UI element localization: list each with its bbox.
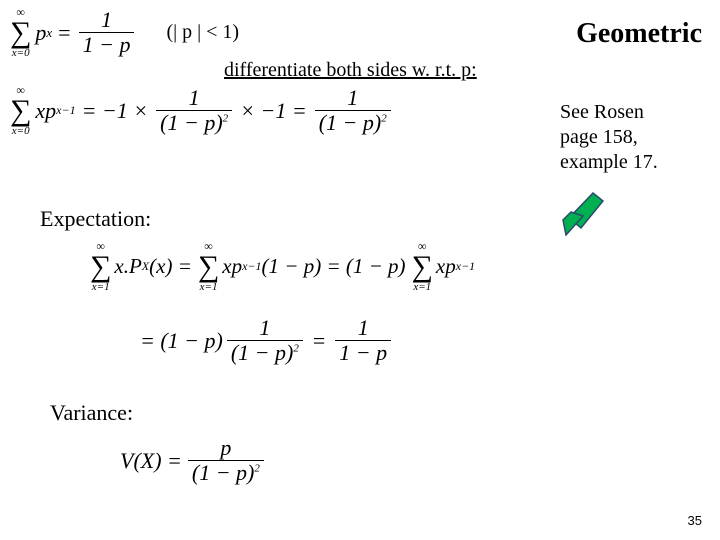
eq1-condition: (| p | < 1) — [166, 21, 239, 44]
eq3-b2: (1 − p) = (1 − p) — [262, 254, 406, 279]
eq3-a: x.P — [114, 254, 141, 279]
sum-lower: x=0 — [12, 48, 30, 59]
eq5-lhs: V(X) = — [120, 448, 182, 474]
eq5-num: p — [216, 436, 235, 460]
equation-derivative: ∞ ∑ x=0 xp x−1 = −1 × 1 (1 − p)2 × −1 = … — [10, 84, 393, 137]
equation-variance: V(X) = p (1 − p)2 — [120, 436, 266, 485]
page-title: Geometric — [576, 18, 702, 50]
eq3-c: xp — [436, 254, 456, 279]
arrow-icon — [555, 190, 605, 236]
eq4-f2d: 1 − p — [335, 340, 391, 365]
eq1-p: p — [35, 20, 46, 46]
eq1-equals: = — [58, 20, 70, 46]
note-line-2: page 158, — [560, 125, 658, 150]
note-line-1: See Rosen — [560, 100, 658, 125]
eq2-f1d-sup: 2 — [223, 113, 229, 125]
eq3-a-sub: X — [142, 259, 149, 274]
eq2-f1d: (1 − p) — [160, 110, 223, 135]
eq1-px: x — [46, 25, 52, 41]
page-number: 35 — [688, 513, 702, 528]
eq2-f1n: 1 — [185, 86, 204, 110]
equation-geometric-series: ∞ ∑ x=0 p x = 1 1 − p (| p | < 1) — [10, 6, 239, 59]
sum-lower: x=0 — [12, 126, 30, 137]
equation-expectation-2: = (1 − p) 1 (1 − p)2 = 1 1 − p — [140, 316, 393, 365]
eq4-f1n: 1 — [255, 316, 274, 340]
differentiate-hint: differentiate both sides w. r.t. p: — [224, 59, 477, 82]
eq1-num: 1 — [97, 8, 116, 32]
sum-lower: x=1 — [92, 282, 110, 293]
eq2-xp-sup: x−1 — [56, 103, 75, 118]
eq2-f2d-sup: 2 — [381, 113, 387, 125]
eq1-den: 1 − p — [79, 32, 135, 57]
eq4-f1d-sup: 2 — [293, 343, 299, 355]
sum-lower: x=1 — [413, 282, 431, 293]
sigma-icon: ∑ — [412, 252, 433, 282]
eq5-den-sup: 2 — [254, 463, 260, 475]
eq4-f1d: (1 − p) — [231, 340, 294, 365]
eq2-f2d: (1 − p) — [319, 110, 382, 135]
sigma-icon: ∑ — [198, 252, 219, 282]
eq3-b-sup: x−1 — [242, 259, 261, 274]
sum-lower: x=1 — [200, 282, 218, 293]
eq2-mid2: × −1 = — [240, 98, 307, 124]
sigma-icon: ∑ — [10, 18, 31, 48]
eq4-f2n: 1 — [354, 316, 373, 340]
reference-note: See Rosen page 158, example 17. — [560, 100, 658, 175]
expectation-label: Expectation: — [40, 206, 151, 232]
sigma-icon: ∑ — [10, 96, 31, 126]
eq4-eq: = — [313, 328, 325, 354]
eq3-b: xp — [222, 254, 242, 279]
eq2-mid: = −1 × — [82, 98, 149, 124]
eq3-c-sup: x−1 — [456, 259, 475, 274]
variance-label: Variance: — [50, 400, 133, 426]
eq4-pre: = (1 − p) — [140, 328, 223, 354]
note-line-3: example 17. — [560, 150, 658, 175]
eq2-xp: xp — [35, 98, 56, 124]
eq2-f2n: 1 — [343, 86, 362, 110]
sigma-icon: ∑ — [90, 252, 111, 282]
eq5-den: (1 − p) — [192, 460, 255, 485]
eq3-a2: (x) = — [149, 254, 192, 279]
equation-expectation-1: ∞ ∑ x=1 x.P X (x) = ∞ ∑ x=1 xp x−1 (1 − … — [90, 240, 475, 293]
